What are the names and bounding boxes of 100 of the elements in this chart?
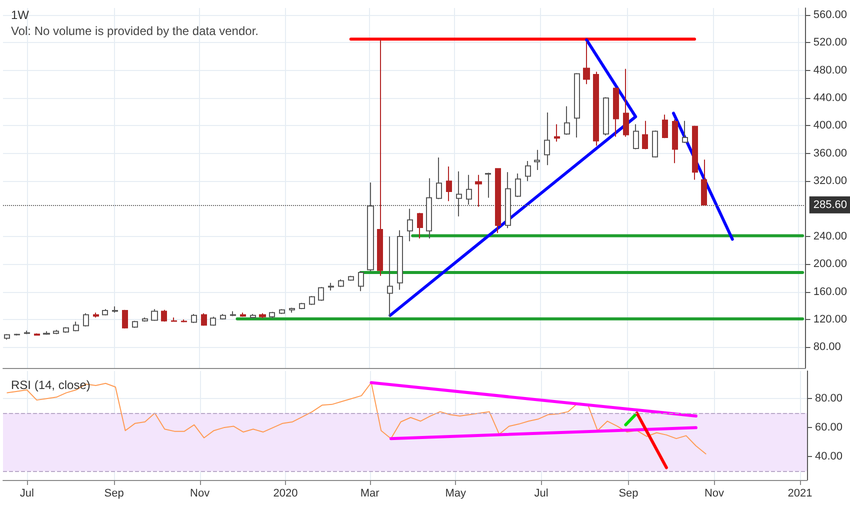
candlestick <box>623 68 629 138</box>
candlestick <box>240 312 246 318</box>
candlestick <box>289 307 295 314</box>
candlestick <box>93 312 99 318</box>
candlestick <box>387 236 393 318</box>
x-tick-label: 2020 <box>273 488 298 500</box>
candlestick <box>230 310 236 317</box>
y-tick-label: 40.00 <box>815 450 843 463</box>
candlestick <box>417 212 423 240</box>
x-tick-label: Jul <box>20 488 34 500</box>
candlestick <box>4 334 10 340</box>
candlestick <box>269 311 275 319</box>
candlestick <box>574 72 580 138</box>
y-tick-label: 400.00 <box>813 120 848 132</box>
text: Vol: No volume is provided by the data vendor. <box>11 24 258 38</box>
candlestick <box>73 321 79 332</box>
y-tick-label: 60.00 <box>815 422 843 434</box>
candlestick <box>63 326 69 334</box>
candlestick <box>397 230 403 290</box>
candlestick <box>24 330 30 335</box>
candlestick <box>358 270 364 292</box>
y-tick-label: 80.00 <box>815 392 843 405</box>
x-tick-label: 2021 <box>788 488 812 500</box>
x-tick-label: Nov <box>704 488 725 500</box>
candlestick <box>485 172 491 198</box>
candlestick <box>407 208 413 242</box>
candlestick <box>701 159 707 206</box>
y-tick-label: 160.00 <box>813 286 848 298</box>
candlestick <box>446 166 452 202</box>
y-tick-label: 560.00 <box>813 8 848 21</box>
candlestick <box>309 296 315 306</box>
chart-title: 1W <box>11 8 30 22</box>
y-tick-label: 440.00 <box>813 92 848 104</box>
candlestick <box>14 333 20 336</box>
x-tick-label: Mar <box>360 488 380 500</box>
candlestick <box>466 174 472 206</box>
candlestick <box>250 314 256 319</box>
candlestick <box>642 120 648 150</box>
candlestick <box>544 112 550 166</box>
candlestick <box>652 130 658 158</box>
candlestick <box>161 309 167 322</box>
y-tick-label: 360.00 <box>813 147 848 160</box>
candlestick <box>515 172 521 198</box>
candlestick <box>456 170 462 217</box>
candlestick <box>436 157 442 200</box>
candlestick <box>475 174 482 208</box>
candlestick <box>377 38 383 276</box>
x-tick-label: Nov <box>190 488 210 500</box>
y-tick-label: 240.00 <box>813 230 848 242</box>
candlestick <box>554 124 560 142</box>
candlestick <box>102 308 108 316</box>
candlestick <box>43 330 50 336</box>
x-tick-label: Sep <box>618 488 638 500</box>
candlestick <box>132 320 138 328</box>
candlestick <box>633 124 639 150</box>
candlestick <box>672 118 678 164</box>
candlestick <box>112 306 118 314</box>
candlestick <box>299 302 305 310</box>
candlestick <box>603 96 609 136</box>
y-tick-label: 120.00 <box>813 314 848 326</box>
candlestick <box>662 114 668 139</box>
y-tick-label: 520.00 <box>813 36 848 49</box>
candlestick <box>367 182 374 272</box>
candlestick <box>525 160 531 182</box>
candlestick <box>191 314 197 324</box>
x-tick-label: Jul <box>534 488 548 500</box>
y-tick-label: 80.00 <box>813 341 841 354</box>
candlestick <box>564 106 570 136</box>
candlestick <box>328 282 334 291</box>
candlestick <box>318 286 324 302</box>
candlestick <box>495 168 501 234</box>
candlestick <box>220 314 226 320</box>
candlestick <box>593 71 599 146</box>
candlestick <box>34 332 40 336</box>
candlestick <box>583 40 590 85</box>
candlestick <box>259 312 266 319</box>
candlestick <box>210 316 216 326</box>
candlestick <box>151 308 158 322</box>
candlestick <box>348 275 354 282</box>
line-series <box>6 382 706 454</box>
y-tick-label: 200.00 <box>813 258 848 270</box>
y-tick-label: 320.00 <box>813 175 848 188</box>
candlestick <box>426 178 432 240</box>
y-tick-label: 480.00 <box>813 64 848 76</box>
x-tick-label: Sep <box>104 488 124 500</box>
candlestick <box>171 316 177 322</box>
candlestick <box>201 312 207 326</box>
candlestick <box>83 312 89 327</box>
candlestick <box>682 120 688 144</box>
candlestick <box>142 316 148 322</box>
candlestick <box>505 172 511 229</box>
candlestick <box>181 319 187 323</box>
candlestick <box>692 125 698 180</box>
candlestick <box>613 87 619 138</box>
candlestick <box>338 278 344 288</box>
candlestick <box>534 149 540 170</box>
candlestick <box>122 309 128 330</box>
text: RSI (14, close) <box>11 378 90 392</box>
candlestick <box>279 308 285 314</box>
candlestick <box>53 329 59 335</box>
